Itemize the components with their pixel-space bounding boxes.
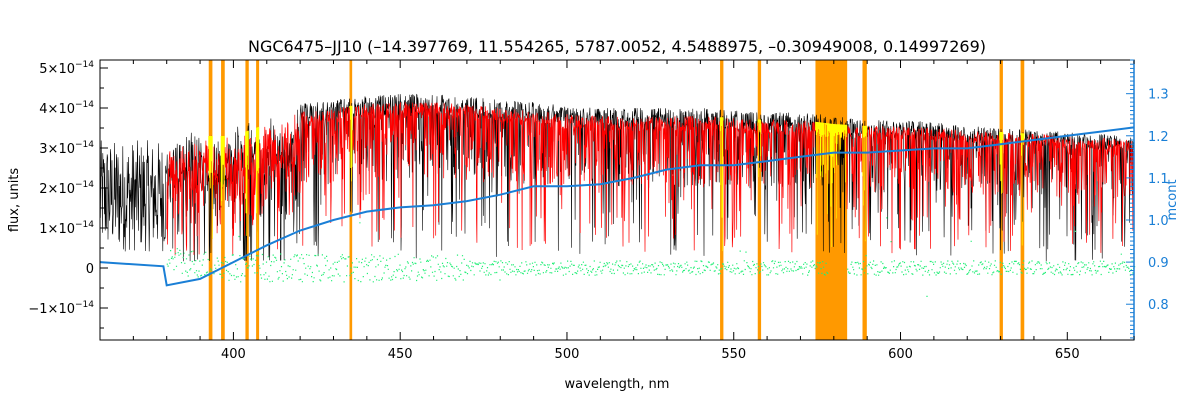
masked-band-1 (221, 60, 225, 340)
x-axis: 400 450 500 550 600 650 (99, 60, 1135, 362)
x-tick-label: 450 (388, 347, 413, 362)
series-model-masked (208, 105, 1025, 254)
x-tick-label: 400 (221, 347, 246, 362)
y-tick-label: 2×10−14 (39, 180, 94, 197)
y2-tick-label: 1.1 (1148, 172, 1169, 187)
y-tick-label: −1×10−14 (28, 300, 94, 317)
x-tick-label: 650 (1055, 347, 1080, 362)
y-tick-label: 3×10−14 (39, 140, 94, 157)
x-tick-label: 600 (888, 347, 913, 362)
series-model (166, 102, 1134, 256)
y-axis: −1×10−14 0 1×10−14 2×10−14 3×10−14 4×10−14 5×1… (28, 60, 108, 329)
y2-tick-label: 1.2 (1148, 130, 1169, 145)
y2-tick-label: 0.8 (1148, 298, 1169, 313)
x-tick-label: 500 (555, 347, 580, 362)
y2-tick-label: 1.3 (1148, 88, 1169, 103)
masked-band-9 (999, 60, 1003, 340)
y-tick-label: 0 (86, 262, 94, 277)
y-tick-label: 5×10−14 (39, 60, 94, 77)
masked-band-6 (757, 60, 762, 340)
y-tick-label: 1×10−14 (39, 220, 94, 237)
series-layer (99, 93, 1136, 297)
y2-tick-label: 0.9 (1148, 256, 1169, 271)
series-residual (166, 217, 1136, 297)
chart-title: NGC6475–JJ10 (–14.397769, 11.554265, 578… (248, 37, 986, 56)
y2-axis: 0.8 0.9 1.0 1.1 1.2 1.3 (1126, 59, 1169, 339)
y2-axis-label: mcont (1165, 179, 1180, 220)
y2-tick-label: 1.0 (1148, 214, 1169, 229)
y-tick-label: 4×10−14 (39, 100, 94, 117)
x-axis-label: wavelength, nm (565, 377, 670, 392)
x-tick-label: 550 (721, 347, 746, 362)
series-continuum (99, 126, 1135, 287)
y-axis-label: flux, units (7, 168, 22, 233)
